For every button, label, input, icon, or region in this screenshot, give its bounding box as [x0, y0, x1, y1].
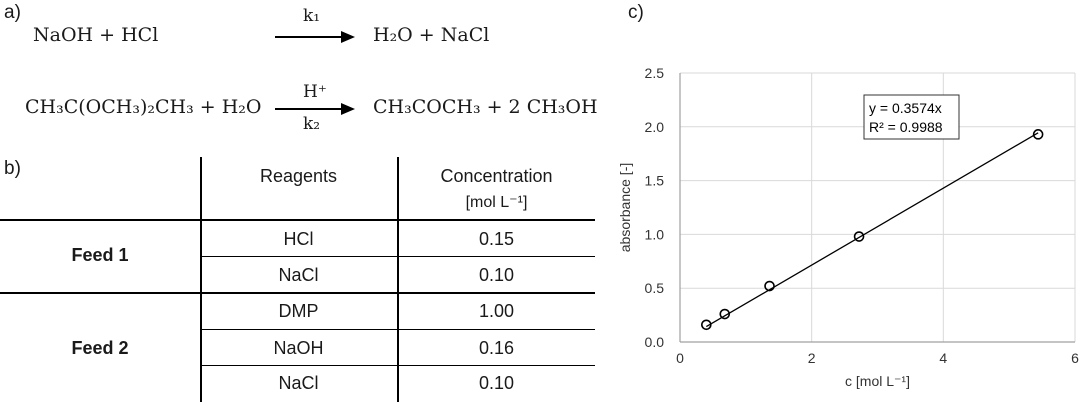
calibration-chart: 0.0 0.5 1.0 1.5 2.0 2.5 0 2 4 6 c [mol L⁻¹] absorba… [617, 65, 1079, 389]
y-axis-label: absorbance [-] [617, 163, 633, 253]
y-tick-label: 0.5 [645, 280, 665, 296]
y-tick-label: 0.0 [645, 334, 665, 350]
reaction-2-reactants: CH₃C(OCH₃)₂CH₃ + H₂O [25, 96, 262, 118]
reaction-2-products: CH₃COCH₃ + 2 CH₃OH [373, 96, 598, 118]
table-cell-concentration: 0.10 [478, 265, 515, 285]
data-point [853, 231, 865, 242]
table-cell-reagent: NaOH [273, 338, 324, 358]
x-tick-label: 2 [808, 350, 816, 366]
x-tick-label: 6 [1071, 350, 1079, 366]
data-point [764, 280, 775, 292]
table-cell-reagent: NaCl [278, 373, 319, 393]
reaction-2-catalyst: H⁺ [303, 82, 327, 102]
header-reagents: Reagents [259, 166, 338, 186]
y-tick-label: 1.5 [645, 173, 665, 189]
equation-box [863, 94, 960, 140]
table-hline [200, 329, 595, 330]
reaction-2-rate-constant: k₂ [303, 114, 321, 134]
panel-label-a: a) [4, 2, 21, 23]
table-hline-header [0, 219, 595, 221]
y-tick-label: 2.0 [645, 119, 665, 135]
x-tick-label: 0 [676, 350, 684, 366]
panel-label-c: c) [628, 2, 644, 23]
data-point [1032, 129, 1044, 140]
table-cell-concentration: 1.00 [478, 301, 515, 321]
y-tick-label: 2.5 [645, 65, 665, 81]
table-cell-reagent: DMP [278, 301, 319, 321]
x-tick-label: 4 [939, 350, 947, 366]
data-point [701, 319, 712, 331]
trendline [706, 132, 1039, 328]
panel-label-b: b) [4, 158, 21, 179]
table-vline-1 [200, 157, 202, 402]
table-vline-2 [397, 157, 399, 402]
table-cell-concentration: 0.10 [478, 373, 515, 393]
equation-text: y = 0.3574x [869, 100, 942, 116]
feed-2-label: Feed 2 [71, 338, 129, 358]
table-cell-reagent: NaCl [278, 265, 319, 285]
table-cell-concentration: 0.16 [478, 338, 515, 358]
table-cell-concentration: 0.15 [478, 229, 515, 249]
data-point [719, 308, 731, 320]
reaction-1-products: H₂O + NaCl [373, 24, 490, 46]
table-cell-reagent: HCl [283, 229, 314, 249]
x-axis-label: c [mol L⁻¹] [845, 373, 910, 389]
table-hline-feed [0, 292, 595, 294]
reaction-1-rate-constant: k₁ [303, 6, 321, 26]
feed-1-label: Feed 1 [71, 245, 129, 265]
table-hline [200, 365, 595, 366]
r-squared-text: R² = 0.9988 [869, 119, 943, 135]
header-unit: [mol L⁻¹] [465, 194, 528, 211]
reaction-1-reactants: NaOH + HCl [33, 24, 159, 46]
table-hline [200, 256, 595, 257]
header-concentration: Concentration [440, 166, 553, 186]
y-tick-label: 1.0 [645, 226, 665, 242]
